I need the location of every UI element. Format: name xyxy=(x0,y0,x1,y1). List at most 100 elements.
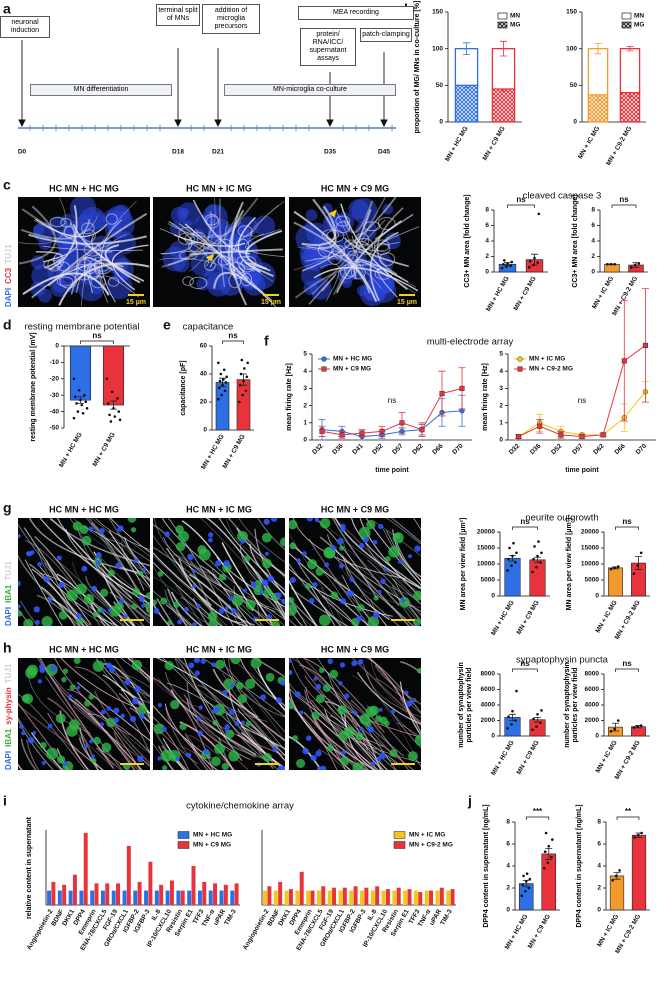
neurite-stain xyxy=(391,585,418,626)
neurite-stain xyxy=(342,555,388,626)
nucleus-stain xyxy=(58,581,65,588)
data-point xyxy=(535,725,538,728)
data-point xyxy=(533,545,536,548)
microglia-stain xyxy=(76,617,84,625)
nucleus-stain xyxy=(81,565,88,572)
x-tick-label: D70 xyxy=(451,442,465,456)
significance-label: ns xyxy=(520,517,530,526)
neurite-stain xyxy=(26,739,40,770)
bar xyxy=(180,890,185,905)
nucleus-stain xyxy=(35,619,40,625)
neurite-stain xyxy=(295,559,359,626)
data-marker xyxy=(517,356,523,362)
neurite-stain xyxy=(120,658,150,680)
microglia-stain xyxy=(130,527,137,533)
nucleus-stain xyxy=(179,207,190,218)
data-point xyxy=(520,894,524,897)
y-tick-label: 4 xyxy=(506,863,510,870)
nucleus-stain xyxy=(100,608,106,613)
legend-label: MN + C9-2 MG xyxy=(529,366,573,373)
bar xyxy=(413,890,418,905)
nucleus-stain xyxy=(208,537,213,543)
neurite-stain xyxy=(18,554,78,619)
data-marker xyxy=(379,428,385,434)
bar xyxy=(263,890,268,905)
microglia-stain xyxy=(392,532,404,544)
neurite-stain xyxy=(113,601,135,626)
neurite-stain xyxy=(108,518,150,582)
data-point xyxy=(527,886,531,890)
bar-segment xyxy=(619,92,641,123)
microglia-stain xyxy=(358,526,371,539)
microglia-stain xyxy=(265,672,275,682)
neurite-stain xyxy=(393,534,421,582)
nucleus-stain xyxy=(32,731,37,735)
neurite-stain xyxy=(180,596,218,626)
microglia-stain xyxy=(237,694,248,704)
bar xyxy=(295,890,300,905)
y-tick-label: -40 xyxy=(50,408,60,415)
nucleus-stain xyxy=(117,525,124,532)
cell-outline xyxy=(344,261,358,277)
data-point xyxy=(244,389,248,393)
y-tick-label: 60 xyxy=(200,343,208,350)
significance-bracket xyxy=(615,668,639,672)
bar xyxy=(72,874,77,905)
y-tick-label: 150 xyxy=(566,9,577,16)
neurite-stain xyxy=(345,568,400,626)
data-point xyxy=(83,393,86,397)
bar xyxy=(529,559,546,597)
neurite-stain xyxy=(18,718,54,770)
y-tick-label: 6000 xyxy=(585,686,600,693)
y-tick-label: 5 xyxy=(499,351,503,358)
significance-label: ns xyxy=(228,331,238,340)
x-tick-label: D36 xyxy=(529,442,543,456)
y-axis-label: proportion of MG/ MNs in co-culture [%] xyxy=(413,0,421,134)
microglia-stain xyxy=(352,762,364,770)
nucleus-stain xyxy=(107,608,112,613)
y-tick-label: -20 xyxy=(50,376,60,383)
nucleus-stain xyxy=(324,562,330,568)
nucleus-stain xyxy=(327,658,334,665)
nucleus-stain xyxy=(161,726,167,732)
nucleus-stain xyxy=(33,606,40,613)
data-point xyxy=(532,557,535,561)
nucleus-stain xyxy=(357,659,364,665)
microglia-stain xyxy=(262,752,272,762)
bar xyxy=(381,890,386,905)
microglia-stain xyxy=(66,589,79,602)
microglia-stain xyxy=(21,694,30,703)
legend-label: MN + C9 MG xyxy=(193,842,231,849)
neurite-stain xyxy=(244,261,274,277)
microglia-stain xyxy=(237,530,248,542)
bar xyxy=(144,890,149,905)
neurite-stain xyxy=(308,538,370,626)
neurite-stain xyxy=(329,552,415,626)
neurite-stain xyxy=(293,210,378,303)
nucleus-stain xyxy=(38,288,52,303)
microglia-stain xyxy=(137,570,144,577)
nucleus-stain xyxy=(336,538,344,545)
data-point xyxy=(110,390,114,394)
y-tick-label: 150 xyxy=(432,9,443,16)
nucleus-stain xyxy=(378,523,384,530)
cell-outline xyxy=(326,229,345,243)
microglia-stain xyxy=(131,659,143,671)
significance-label: ns xyxy=(92,331,102,340)
data-point xyxy=(85,407,89,410)
neurite-stain xyxy=(200,565,273,626)
y-tick-label: 0 xyxy=(485,269,489,276)
nucleus-stain xyxy=(377,590,382,595)
data-point xyxy=(105,377,109,381)
data-point xyxy=(509,264,513,268)
neurite-stain xyxy=(340,203,408,290)
nucleus-stain xyxy=(289,659,292,663)
neurite-stain xyxy=(390,518,421,543)
cell-outline xyxy=(352,240,369,253)
nucleus-stain xyxy=(139,713,145,719)
nucleus-stain xyxy=(408,554,413,559)
data-point xyxy=(500,266,504,270)
x-tick-label: MN + IC MG xyxy=(596,913,620,948)
y-tick-label: 0 xyxy=(55,343,59,350)
neurite-stain xyxy=(82,256,114,271)
